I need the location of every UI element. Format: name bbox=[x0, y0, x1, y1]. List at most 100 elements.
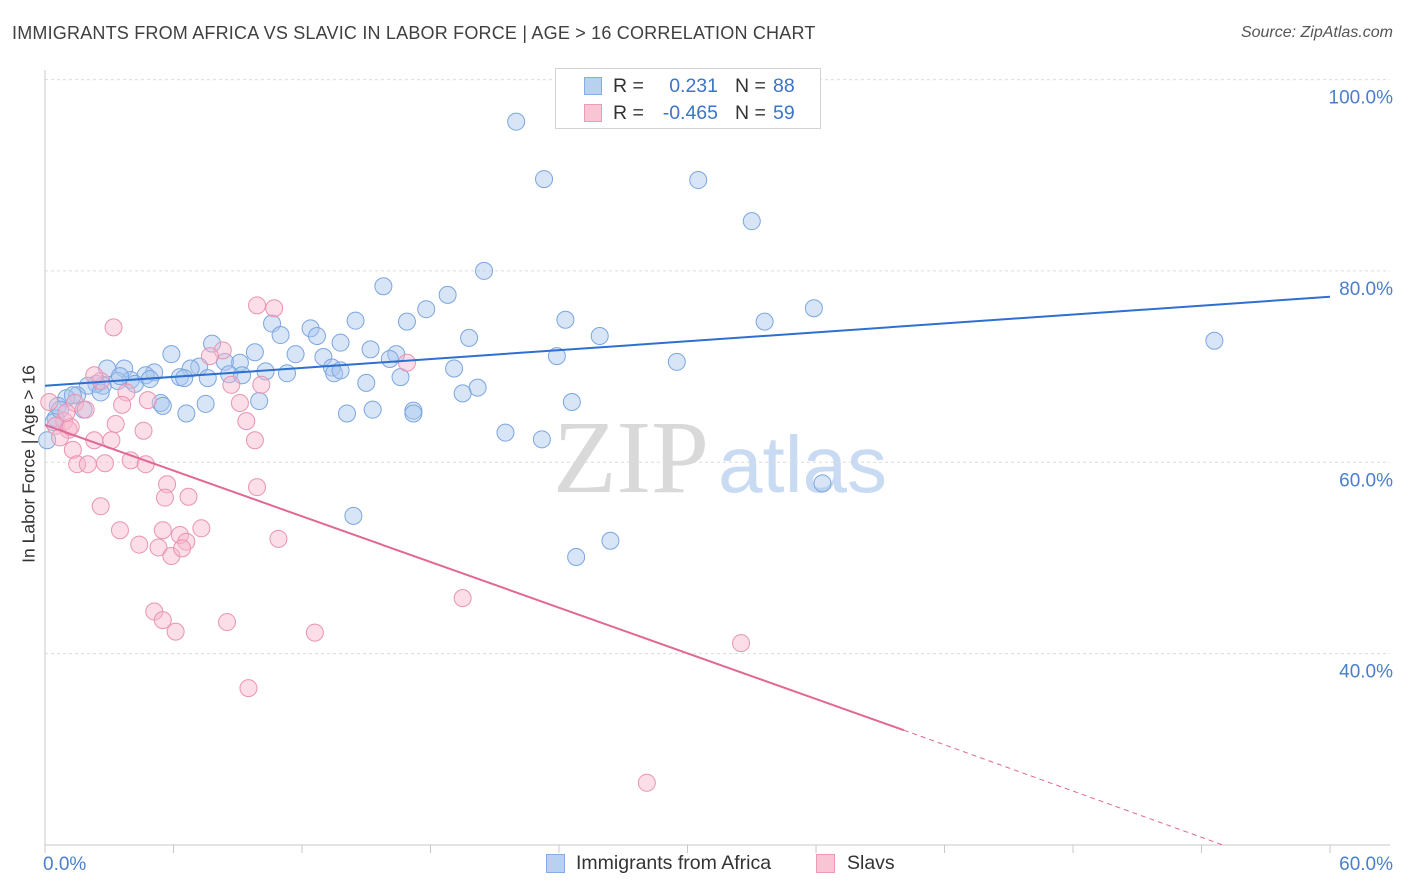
point-slavs-37 bbox=[153, 521, 172, 540]
watermark: ZIP atlas bbox=[553, 400, 887, 515]
point-africa-24 bbox=[162, 345, 181, 364]
legend-row-slavs: R = -0.465 N = 59 bbox=[556, 101, 822, 125]
point-slavs-53 bbox=[239, 679, 258, 698]
point-slavs-40 bbox=[269, 529, 288, 548]
africa-swatch bbox=[584, 77, 602, 95]
point-slavs-38 bbox=[192, 519, 211, 538]
point-slavs-17 bbox=[106, 415, 125, 434]
point-slavs-44 bbox=[162, 547, 181, 566]
point-slavs-8 bbox=[222, 375, 241, 394]
point-africa-10 bbox=[755, 312, 774, 331]
slavs-n-label: N = bbox=[735, 102, 766, 124]
point-africa-20 bbox=[1205, 331, 1224, 350]
point-africa-6 bbox=[374, 277, 393, 296]
point-africa-61 bbox=[250, 392, 269, 411]
point-slavs-13 bbox=[76, 400, 95, 419]
point-slavs-1 bbox=[248, 296, 267, 315]
chart-title: IMMIGRANTS FROM AFRICA VS SLAVIC IN LABO… bbox=[12, 23, 816, 43]
slavs-r-label: R = bbox=[613, 102, 644, 124]
point-africa-65 bbox=[153, 396, 172, 415]
point-slavs-10 bbox=[138, 391, 157, 410]
point-slavs-45 bbox=[173, 539, 192, 558]
point-africa-1 bbox=[507, 112, 526, 131]
legend-swatch-slavs bbox=[816, 854, 835, 873]
source-credit: Source: ZipAtlas.com bbox=[1240, 24, 1393, 41]
point-slavs-49 bbox=[218, 613, 237, 632]
point-slavs-43 bbox=[149, 538, 168, 557]
africa-r-label: R = bbox=[613, 75, 644, 97]
point-africa-78 bbox=[813, 474, 832, 493]
point-africa-45 bbox=[445, 359, 464, 378]
point-africa-68 bbox=[363, 400, 382, 419]
y-tick-label-60: 60.0% bbox=[1339, 470, 1393, 491]
point-slavs-48 bbox=[153, 611, 172, 630]
point-africa-28 bbox=[380, 349, 399, 368]
point-africa-57 bbox=[468, 378, 487, 397]
legend-label-africa: Immigrants from Africa bbox=[576, 852, 772, 874]
point-africa-19 bbox=[460, 328, 479, 347]
trend-lines bbox=[44, 295, 1331, 846]
point-africa-75 bbox=[496, 423, 515, 442]
point-africa-87 bbox=[110, 367, 129, 386]
point-africa-7 bbox=[438, 285, 457, 304]
y-tick-label-100: 100.0% bbox=[1329, 88, 1394, 109]
point-slavs-30 bbox=[61, 417, 80, 436]
point-africa-22 bbox=[331, 333, 350, 352]
point-slavs-52 bbox=[732, 634, 751, 653]
point-africa-26 bbox=[286, 345, 305, 364]
slavs-r-value: -0.465 bbox=[662, 102, 718, 124]
point-slavs-23 bbox=[245, 431, 264, 450]
point-africa-72 bbox=[337, 404, 356, 423]
point-africa-8 bbox=[417, 300, 436, 319]
watermark-atlas: atlas bbox=[718, 420, 887, 509]
y-tick-label-40: 40.0% bbox=[1339, 662, 1393, 683]
correlation-legend: R = 0.231 N = 88 R = -0.465 N = 59 bbox=[555, 68, 821, 129]
point-slavs-54 bbox=[637, 773, 656, 792]
point-africa-15 bbox=[301, 319, 320, 338]
point-africa-76 bbox=[532, 430, 551, 449]
point-africa-18 bbox=[590, 326, 609, 345]
legend-label-slavs: Slavs bbox=[847, 852, 895, 874]
point-slavs-58 bbox=[85, 366, 104, 385]
point-africa-71 bbox=[177, 404, 196, 423]
africa-n-value: 88 bbox=[773, 75, 795, 97]
point-slavs-7 bbox=[252, 375, 271, 394]
point-africa-62 bbox=[562, 393, 581, 412]
y-tick-label-80: 80.0% bbox=[1339, 279, 1393, 300]
point-slavs-41 bbox=[130, 535, 149, 554]
point-africa-25 bbox=[245, 343, 264, 362]
point-africa-12 bbox=[346, 311, 365, 330]
trend-line-extension-slavs bbox=[903, 729, 1224, 846]
slavs-n-value: 59 bbox=[773, 102, 795, 124]
point-africa-17 bbox=[307, 326, 326, 345]
point-africa-80 bbox=[601, 531, 620, 550]
point-africa-55 bbox=[357, 373, 376, 392]
point-africa-9 bbox=[804, 299, 823, 318]
point-africa-23 bbox=[361, 340, 380, 359]
legend-swatch-africa bbox=[546, 854, 565, 873]
point-slavs-5 bbox=[200, 347, 219, 366]
africa-n-label: N = bbox=[735, 75, 766, 97]
point-africa-13 bbox=[397, 312, 416, 331]
point-africa-79 bbox=[344, 506, 363, 525]
point-africa-42 bbox=[278, 364, 297, 383]
point-africa-64 bbox=[196, 394, 215, 413]
point-slavs-26 bbox=[95, 454, 114, 473]
point-slavs-31 bbox=[158, 475, 177, 494]
slavs-swatch bbox=[584, 104, 602, 122]
point-slavs-51 bbox=[305, 623, 324, 642]
x-tick-label-60: 60.0% bbox=[1339, 854, 1393, 875]
y-axis-label: In Labor Force | Age > 16 bbox=[18, 365, 39, 563]
point-africa-82 bbox=[63, 386, 82, 405]
point-africa-11 bbox=[556, 310, 575, 329]
point-slavs-55 bbox=[40, 393, 59, 412]
legend-row-africa: R = 0.231 N = 88 bbox=[556, 74, 822, 98]
point-africa-31 bbox=[667, 352, 686, 371]
point-slavs-6 bbox=[397, 353, 416, 372]
point-slavs-32 bbox=[248, 478, 267, 497]
axes bbox=[44, 70, 1390, 853]
point-africa-58 bbox=[453, 384, 472, 403]
x-tick-label-0: 0.0% bbox=[43, 854, 86, 875]
point-slavs-36 bbox=[110, 521, 129, 540]
